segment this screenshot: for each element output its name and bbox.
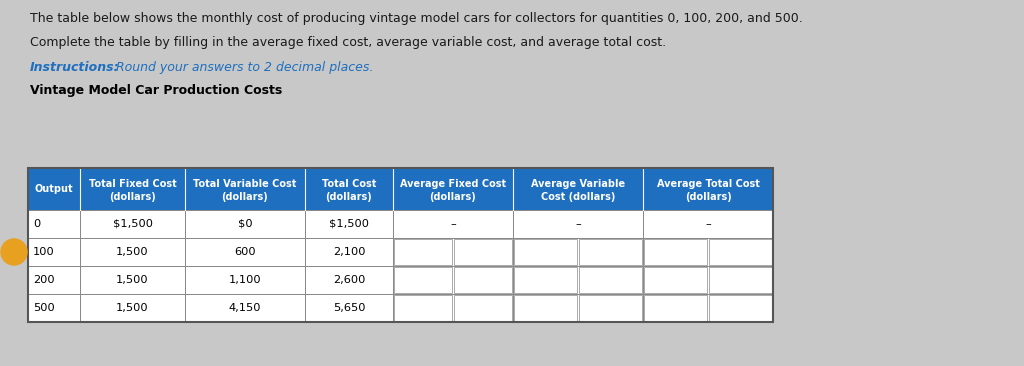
Text: $1,500: $1,500 [329, 219, 369, 229]
Text: –: – [451, 219, 456, 229]
Bar [454, 239, 512, 265]
Bar [579, 295, 642, 321]
Bar [305, 210, 393, 238]
Bar [28, 238, 80, 266]
Text: Round your answers to 2 decimal places.: Round your answers to 2 decimal places. [112, 61, 374, 74]
Text: $1,500: $1,500 [113, 219, 153, 229]
Bar [709, 295, 772, 321]
Bar [394, 267, 452, 293]
Text: (dollars): (dollars) [221, 192, 268, 202]
Bar [305, 266, 393, 294]
Bar [709, 267, 772, 293]
Bar [393, 266, 513, 294]
Circle shape [1, 239, 27, 265]
Bar [28, 266, 80, 294]
Text: 600: 600 [234, 247, 256, 257]
Bar [513, 238, 643, 266]
Bar [643, 266, 773, 294]
Bar [394, 239, 452, 265]
Bar [185, 238, 305, 266]
Bar [643, 238, 773, 266]
Text: 200: 200 [33, 275, 54, 285]
Text: Output: Output [35, 184, 74, 194]
Bar [305, 294, 393, 322]
Text: Average Total Cost: Average Total Cost [656, 179, 760, 189]
Text: 1,500: 1,500 [116, 247, 148, 257]
Bar [709, 239, 772, 265]
Bar [185, 210, 305, 238]
Bar [454, 267, 512, 293]
Text: $0: $0 [238, 219, 252, 229]
Bar [644, 295, 707, 321]
Bar [514, 267, 577, 293]
Text: Instructions:: Instructions: [30, 61, 120, 74]
Text: 2,600: 2,600 [333, 275, 366, 285]
Text: (dollars): (dollars) [110, 192, 156, 202]
Text: 2,100: 2,100 [333, 247, 366, 257]
Bar [80, 266, 185, 294]
Bar [644, 267, 707, 293]
Text: 5,650: 5,650 [333, 303, 366, 313]
Bar [393, 210, 513, 238]
Bar [643, 294, 773, 322]
Bar [579, 267, 642, 293]
Bar [514, 295, 577, 321]
Text: Average Fixed Cost: Average Fixed Cost [400, 179, 506, 189]
Text: (dollars): (dollars) [685, 192, 731, 202]
Text: 4,150: 4,150 [228, 303, 261, 313]
Text: The table below shows the monthly cost of producing vintage model cars for colle: The table below shows the monthly cost o… [30, 12, 803, 25]
Bar [393, 238, 513, 266]
Text: 500: 500 [33, 303, 54, 313]
Text: (dollars): (dollars) [326, 192, 373, 202]
Text: Total Fixed Cost: Total Fixed Cost [89, 179, 176, 189]
Bar [644, 239, 707, 265]
Bar [80, 238, 185, 266]
Bar [80, 210, 185, 238]
Bar [28, 168, 773, 322]
Bar [80, 294, 185, 322]
Text: 1,500: 1,500 [116, 303, 148, 313]
Bar [514, 239, 577, 265]
Text: Complete the table by filling in the average fixed cost, average variable cost, : Complete the table by filling in the ave… [30, 36, 667, 49]
Text: 0: 0 [33, 219, 40, 229]
Text: 100: 100 [33, 247, 54, 257]
Bar [513, 294, 643, 322]
Text: Total Cost: Total Cost [322, 179, 376, 189]
Bar [513, 266, 643, 294]
Bar [185, 266, 305, 294]
Text: Vintage Model Car Production Costs: Vintage Model Car Production Costs [30, 84, 283, 97]
Bar [305, 238, 393, 266]
Bar [394, 295, 452, 321]
Bar [28, 210, 80, 238]
Text: (dollars): (dollars) [430, 192, 476, 202]
Text: –: – [575, 219, 581, 229]
Bar [185, 294, 305, 322]
Text: 1,500: 1,500 [116, 275, 148, 285]
Text: Average Variable: Average Variable [530, 179, 625, 189]
Text: –: – [706, 219, 711, 229]
Bar [28, 294, 80, 322]
Bar [513, 210, 643, 238]
Bar [643, 210, 773, 238]
Bar [393, 294, 513, 322]
Bar [579, 239, 642, 265]
Text: Total Variable Cost: Total Variable Cost [194, 179, 297, 189]
Text: Cost (dollars): Cost (dollars) [541, 192, 615, 202]
Bar [454, 295, 512, 321]
Text: 1,100: 1,100 [228, 275, 261, 285]
Bar [28, 168, 773, 210]
